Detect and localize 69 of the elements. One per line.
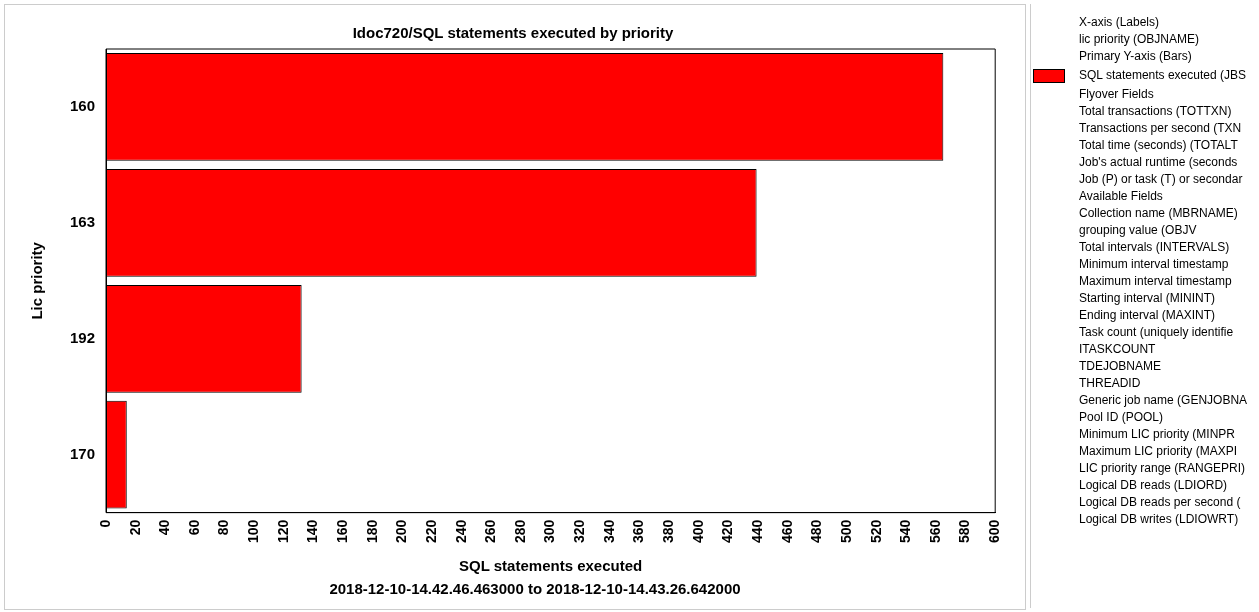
chart-title: Idoc720/SQL statements executed by priority: [352, 24, 674, 42]
text: Minimum interval timestamp: [1079, 256, 1230, 273]
x-tick-label: 360: [630, 519, 647, 543]
y-tick-label: 163: [70, 213, 96, 231]
x-axis-title: SQL statements executed: [459, 557, 643, 575]
text: Total transactions (TOTTXN): [1079, 103, 1233, 120]
x-tick-label: 320: [571, 519, 588, 543]
x-tick-label: 580: [956, 519, 973, 543]
x-tick-label: 80: [215, 519, 232, 536]
text: Primary Y-axis (Bars): [1079, 48, 1193, 65]
x-tick-label: 200: [393, 519, 410, 543]
x-tick-label: 0: [96, 519, 113, 528]
x-tick-label: 140: [304, 519, 321, 543]
x-tick-label: 260: [482, 519, 499, 543]
text: Logical DB reads (LDIORD): [1079, 477, 1229, 494]
text: Task count (uniquely identifie: [1079, 324, 1235, 341]
text: Maximum interval timestamp: [1079, 273, 1233, 290]
x-tick-label: 100: [245, 519, 262, 543]
x-tick-label: 560: [926, 519, 943, 543]
x-tick-label: 20: [126, 519, 143, 536]
x-tick-label: 520: [867, 519, 884, 543]
x-tick-label: 600: [986, 519, 1003, 543]
text: Total intervals (INTERVALS): [1079, 239, 1231, 256]
x-tick-label: 460: [778, 519, 795, 543]
x-tick-label: 400: [689, 519, 706, 543]
text: Total time (seconds) (TOTALT: [1079, 137, 1239, 154]
text: ITASKCOUNT: [1079, 341, 1157, 358]
text: Generic job name (GENJOBNA: [1079, 392, 1249, 409]
x-tick-label: 160: [334, 519, 350, 543]
text: Collection name (MBRNAME): [1079, 205, 1239, 222]
legend-label: SQL statements executed (JBS: [1079, 68, 1246, 82]
text: 2018-12-10-14.42.46.463000 to 2018-12-10-14.43.26.642000: [328, 580, 742, 597]
text: Job (P) or task (T) or secondar: [1079, 171, 1244, 188]
x-tick-label: 60: [185, 519, 202, 536]
text: Pool ID (POOL): [1079, 409, 1165, 426]
text: X-axis (Labels): [1079, 14, 1161, 31]
text: LIC priority range (RANGEPRI): [1079, 460, 1247, 477]
y-tick-label: 160: [70, 97, 96, 115]
text: Job's actual runtime (seconds: [1079, 154, 1239, 171]
text: THREADID: [1079, 375, 1142, 392]
text: Flyover Fields: [1079, 86, 1155, 103]
x-tick-label: 240: [452, 519, 469, 543]
text: Minimum LIC priority (MINPR: [1079, 426, 1236, 443]
text: Transactions per second (TXN: [1079, 120, 1243, 137]
x-tick-label: 540: [897, 519, 914, 543]
x-tick-label: 40: [156, 519, 173, 536]
text: Logical DB reads per second (: [1079, 494, 1242, 511]
x-tick-label: 300: [541, 519, 558, 543]
text: lic priority (OBJNAME): [1079, 31, 1200, 48]
x-tick-label: 440: [748, 519, 765, 543]
text: TDEJOBNAME: [1079, 358, 1162, 375]
x-tick-label: 420: [719, 519, 736, 543]
x-tick-label: 120: [274, 519, 291, 543]
text: Ending interval (MAXINT): [1079, 307, 1217, 324]
text: Starting interval (MININT): [1079, 290, 1217, 307]
x-tick-label: 380: [660, 519, 677, 543]
y-tick-label: 192: [70, 328, 96, 346]
x-tick-label: 220: [422, 519, 439, 543]
text: Available Fields: [1079, 188, 1164, 205]
x-tick-label: 500: [837, 519, 854, 543]
x-tick-label: 480: [808, 519, 825, 543]
x-tick-label: 180: [363, 519, 380, 543]
x-tick-label: 340: [600, 519, 617, 543]
y-tick-label: 170: [70, 444, 96, 462]
text: Logical DB writes (LDIOWRT): [1079, 511, 1240, 528]
y-axis-title: Lic priority: [28, 241, 46, 320]
x-tick-label: 280: [511, 519, 528, 543]
text: grouping value (OBJV: [1079, 222, 1198, 239]
text: Maximum LIC priority (MAXPI: [1079, 443, 1239, 460]
